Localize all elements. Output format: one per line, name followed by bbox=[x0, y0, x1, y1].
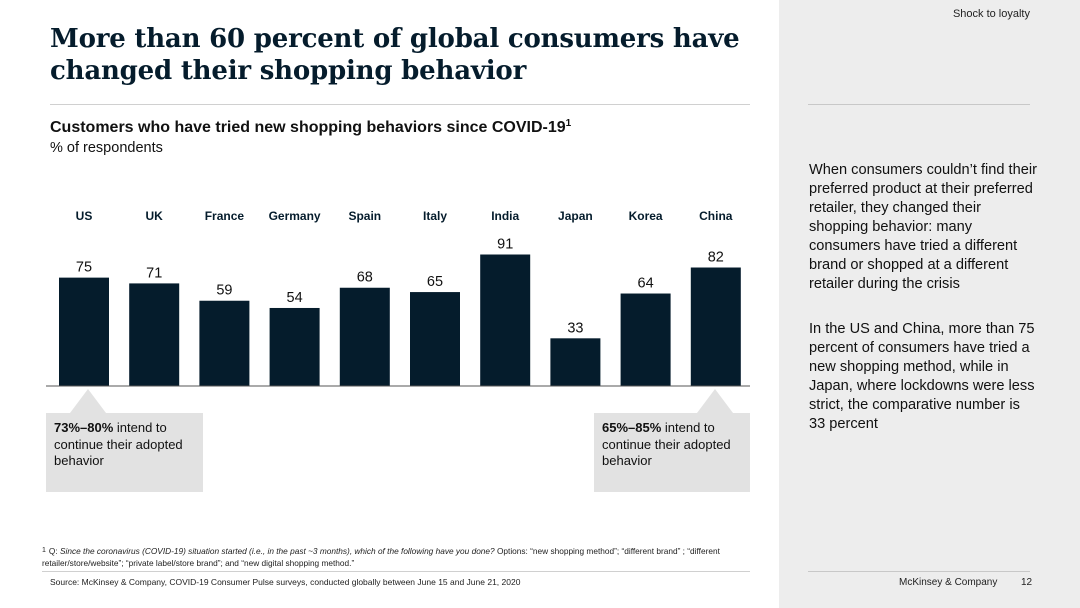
side-panel-paragraph-1: When consumers couldn’t find their prefe… bbox=[809, 162, 1037, 292]
bar-chart: US 75 UK 71 France 59 Germany 54 Spain 68 Italy 65 I… bbox=[46, 209, 750, 387]
category-label-italy: Italy bbox=[423, 209, 447, 223]
value-label-spain: 68 bbox=[357, 270, 373, 286]
callout-right: 65%–85% intend to continue their adopted… bbox=[594, 389, 750, 492]
bar-germany bbox=[269, 307, 320, 386]
callout-left-text: intend to continue their adopted behavio… bbox=[54, 420, 183, 468]
value-label-japan: 33 bbox=[567, 320, 583, 336]
chart-subtitle-footnote-mark: 1 bbox=[565, 118, 572, 129]
bar-france bbox=[199, 300, 250, 386]
footer-brand: McKinsey & Company bbox=[899, 577, 998, 588]
bar-italy bbox=[410, 292, 460, 386]
bar-china bbox=[690, 267, 741, 386]
footnote-question-prefix: Q: bbox=[48, 546, 60, 556]
footnote-options: Options: “new shopping method”; “differe… bbox=[42, 546, 720, 568]
value-label-france: 59 bbox=[216, 283, 232, 299]
page-number: 12 bbox=[1021, 577, 1033, 588]
title-divider bbox=[50, 104, 750, 105]
bar-spain bbox=[339, 287, 390, 386]
value-label-italy: 65 bbox=[427, 274, 443, 290]
value-label-us: 75 bbox=[76, 260, 92, 276]
category-label-japan: Japan bbox=[558, 209, 593, 223]
category-label-france: France bbox=[205, 209, 245, 223]
category-label-korea: Korea bbox=[629, 209, 663, 223]
side-panel-paragraph-2: In the US and China, more than 75 percen… bbox=[809, 321, 1035, 432]
bar-india bbox=[480, 254, 531, 386]
bar-korea bbox=[620, 293, 671, 386]
category-label-us: US bbox=[76, 209, 93, 223]
bar-us bbox=[59, 277, 109, 386]
callout-right-text: intend to continue their adopted behavio… bbox=[602, 420, 731, 468]
callout-right-range: 65%–85% bbox=[602, 420, 662, 435]
chart-subtitle: Customers who have tried new shopping be… bbox=[50, 118, 572, 137]
side-panel-divider bbox=[808, 104, 1030, 105]
value-label-korea: 64 bbox=[638, 276, 654, 292]
footnote-divider bbox=[42, 571, 750, 572]
callout-left-range: 73%–80% bbox=[54, 420, 114, 435]
footnote: 1 Q: Since the coronavirus (COVID-19) sit… bbox=[42, 546, 762, 569]
category-label-uk: UK bbox=[146, 209, 164, 223]
value-label-china: 82 bbox=[708, 250, 724, 266]
category-label-germany: Germany bbox=[269, 209, 321, 223]
chart-unit-label: % of respondents bbox=[50, 140, 163, 156]
callout-left: 73%–80% intend to continue their adopted… bbox=[46, 389, 203, 492]
bar-uk bbox=[129, 283, 180, 386]
value-label-india: 91 bbox=[497, 237, 513, 253]
category-label-china: China bbox=[699, 209, 733, 223]
value-label-germany: 54 bbox=[287, 290, 303, 306]
category-label-india: India bbox=[491, 209, 519, 223]
chart-subtitle-text: Customers who have tried new shopping be… bbox=[50, 119, 566, 136]
footnote-question: Since the coronavirus (COVID-19) situati… bbox=[59, 546, 495, 556]
footer-divider bbox=[808, 571, 1030, 572]
footnote-mark: 1 bbox=[42, 547, 46, 554]
side-panel bbox=[779, 0, 1080, 608]
bar-japan bbox=[550, 338, 601, 386]
source-note: Source: McKinsey & Company, COVID-19 Con… bbox=[50, 577, 521, 587]
value-label-uk: 71 bbox=[146, 265, 162, 281]
category-label-spain: Spain bbox=[348, 209, 381, 223]
page-title: More than 60 percent of global consumers… bbox=[50, 24, 740, 86]
section-label: Shock to loyalty bbox=[952, 8, 1030, 20]
